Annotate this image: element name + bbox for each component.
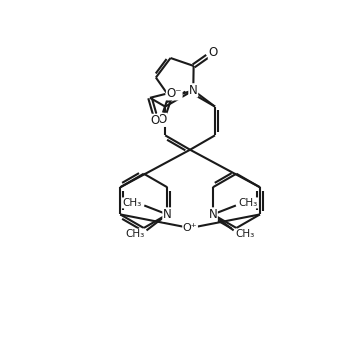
Text: O: O [158,113,167,127]
Text: O: O [150,114,160,127]
Text: N: N [163,208,171,221]
Text: N: N [189,84,197,97]
Text: O: O [208,46,218,59]
Text: O⁻: O⁻ [166,87,182,100]
Text: CH₃: CH₃ [235,229,255,239]
Text: CH₃: CH₃ [238,198,258,208]
Text: CH₃: CH₃ [126,229,145,239]
Text: N: N [209,208,217,221]
Text: O⁺: O⁺ [183,223,197,233]
Text: CH₃: CH₃ [122,198,142,208]
